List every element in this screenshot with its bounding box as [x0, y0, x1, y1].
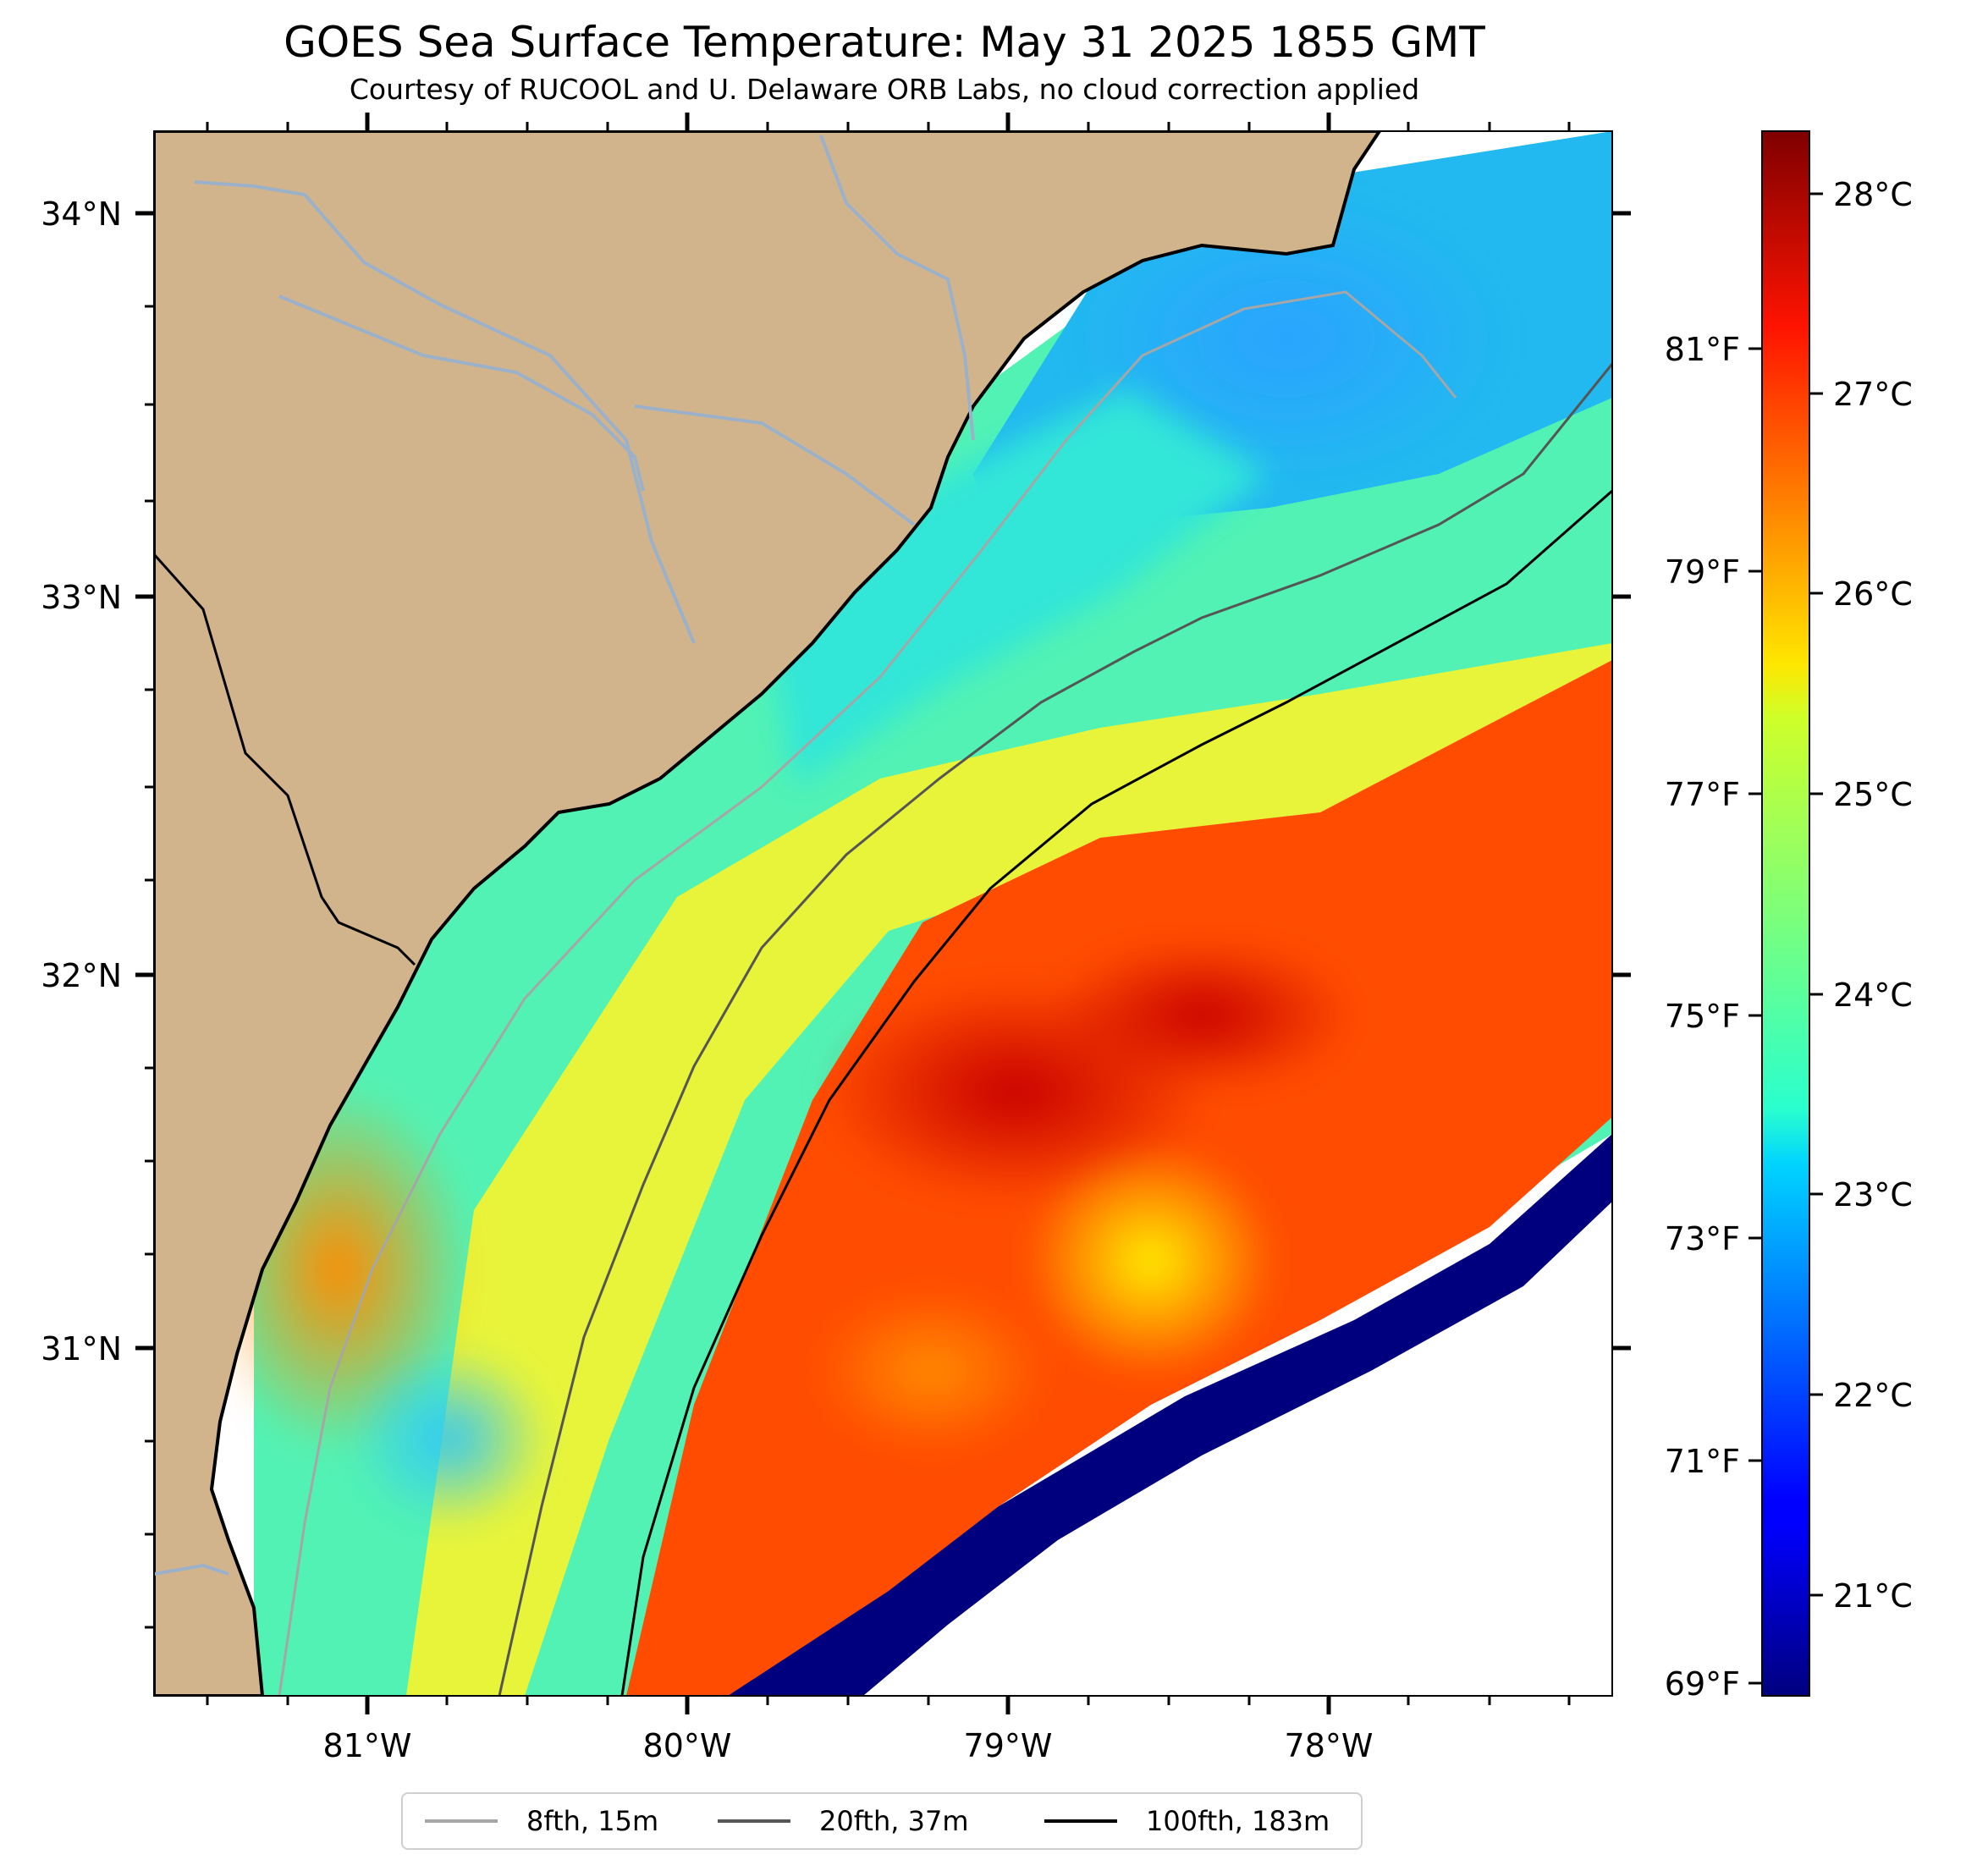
lon-minor-ticks [206, 122, 1571, 1705]
lon-tick-labels: 81°W 80°W 79°W 78°W [323, 1727, 1374, 1764]
lon-tick-label: 79°W [964, 1727, 1053, 1764]
fahrenheit-label: 71°F [1665, 1443, 1740, 1480]
fahrenheit-label: 73°F [1665, 1220, 1740, 1257]
celsius-label: 23°C [1833, 1176, 1913, 1213]
legend-item-8fth: 8fth, 15m [425, 1794, 658, 1848]
lon-tick-label: 81°W [323, 1727, 412, 1764]
legend-swatch [718, 1819, 790, 1823]
celsius-label: 25°C [1833, 776, 1913, 813]
celsius-label: 22°C [1833, 1377, 1913, 1414]
legend-label: 8fth, 15m [526, 1805, 659, 1837]
celsius-label: 21°C [1833, 1577, 1913, 1615]
lat-tick-label: 33°N [41, 579, 122, 616]
celsius-label: 28°C [1833, 176, 1913, 213]
isobath-100fth [620, 489, 1612, 1696]
legend-label: 20fth, 37m [819, 1805, 969, 1837]
fahrenheit-ticks [1748, 347, 1762, 1685]
lat-tick-label: 34°N [41, 195, 122, 233]
colorbar [1761, 130, 1810, 1697]
lon-tick-label: 78°W [1285, 1727, 1374, 1764]
legend-label: 100fth, 183m [1146, 1805, 1330, 1837]
legend-swatch [1044, 1819, 1117, 1823]
lat-tick-label: 31°N [41, 1330, 122, 1367]
fahrenheit-labels: 81°F 79°F 77°F 75°F 73°F 71°F 69°F [1665, 331, 1740, 1703]
isobath-legend: 8fth, 15m 20fth, 37m 100fth, 183m [401, 1792, 1363, 1850]
legend-item-100fth: 100fth, 183m [1044, 1794, 1330, 1848]
fahrenheit-label: 81°F [1665, 331, 1740, 368]
celsius-ticks [1809, 192, 1823, 1597]
land [154, 131, 1382, 1696]
sst-map [154, 131, 1612, 1696]
lon-ticks [365, 113, 1331, 1714]
fahrenheit-label: 69°F [1665, 1665, 1740, 1703]
legend-swatch [425, 1819, 498, 1823]
celsius-labels: 28°C 27°C 26°C 25°C 24°C 23°C 22°C 21°C [1833, 176, 1913, 1615]
state-border [154, 553, 416, 966]
celsius-label: 24°C [1833, 977, 1913, 1014]
isobath-8fth [278, 290, 1457, 1696]
page-title: GOES Sea Surface Temperature: May 31 202… [284, 18, 1485, 67]
page-subtitle: Courtesy of RUCOOL and U. Delaware ORB L… [349, 73, 1420, 106]
fahrenheit-label: 75°F [1665, 998, 1740, 1035]
rivers [154, 135, 975, 1576]
celsius-label: 26°C [1833, 575, 1913, 613]
isobath-20fth [498, 363, 1612, 1696]
fahrenheit-label: 77°F [1665, 776, 1740, 813]
fahrenheit-label: 79°F [1665, 553, 1740, 591]
legend-item-20fth: 20fth, 37m [718, 1794, 968, 1848]
celsius-label: 27°C [1833, 376, 1913, 413]
map-frame [153, 130, 1613, 1697]
lon-tick-label: 80°W [643, 1727, 732, 1764]
lat-ticks [135, 211, 1631, 1351]
lat-tick-label: 32°N [41, 957, 122, 994]
lat-minor-ticks [145, 305, 154, 1629]
lat-tick-labels: 34°N 33°N 32°N 31°N [41, 195, 122, 1367]
